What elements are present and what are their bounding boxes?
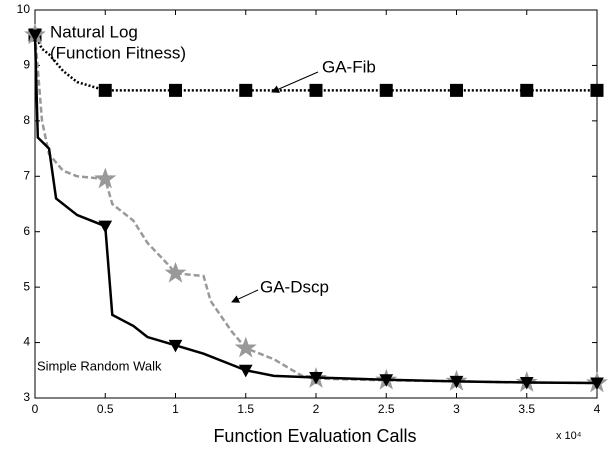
annotation: GA-Dscp (260, 277, 329, 296)
x-tick-label: 0.5 (97, 402, 114, 416)
annotation: GA-Fib (322, 57, 376, 76)
marker (239, 83, 253, 97)
arrow (231, 289, 259, 303)
x-tick-label: 1 (172, 402, 179, 416)
marker (28, 29, 42, 42)
marker (520, 83, 534, 97)
marker (590, 83, 604, 97)
y-tick-label: 7 (23, 168, 30, 182)
marker (98, 220, 113, 234)
x-tick-label: 2 (313, 402, 320, 416)
marker (98, 83, 112, 97)
annotation: (Function Fitness) (50, 43, 186, 62)
marker (309, 371, 323, 385)
y-tick-label: 9 (23, 58, 30, 72)
x-tick-label: 3.5 (518, 402, 535, 416)
marker (379, 374, 394, 387)
marker (238, 364, 253, 378)
annotation: Simple Random Walk (37, 358, 162, 373)
marker (94, 167, 117, 189)
y-tick-label: 8 (23, 113, 30, 127)
y-tick-label: 10 (17, 2, 31, 16)
marker (379, 83, 393, 97)
y-tick-label: 5 (23, 279, 30, 293)
x-tick-label: 4 (594, 402, 601, 416)
plot-frame (34, 9, 598, 399)
marker (519, 376, 534, 390)
y-tick-label: 3 (23, 390, 30, 404)
x-axis-label: Function Evaluation Calls (213, 426, 416, 446)
arrow (271, 71, 319, 93)
x-multiplier: x 10⁴ (556, 430, 582, 442)
marker (590, 377, 604, 391)
x-tick-label: 2.5 (378, 402, 395, 416)
x-tick-label: 1.5 (237, 402, 254, 416)
y-tick-label: 4 (23, 335, 30, 349)
y-tick-label: 6 (23, 224, 30, 238)
marker (309, 83, 323, 97)
marker (449, 375, 464, 389)
x-tick-label: 3 (453, 402, 460, 416)
marker (234, 336, 257, 358)
marker (450, 83, 463, 97)
marker (168, 339, 183, 353)
annotation: Natural Log (50, 22, 138, 41)
marker (164, 261, 187, 283)
x-tick-label: 0 (32, 402, 39, 416)
marker (169, 83, 182, 97)
